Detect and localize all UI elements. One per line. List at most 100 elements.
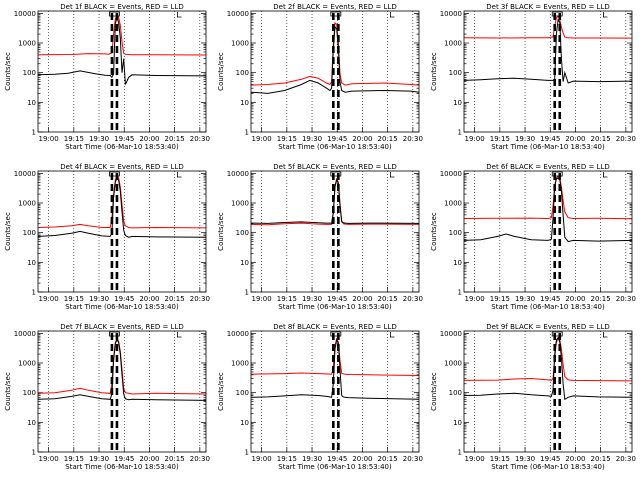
x-tick-label: 20:00 (139, 135, 159, 143)
x-axis-label: Start Time (06-Mar-10 18:53:40) (491, 463, 605, 471)
x-tick-label: 19:45 (327, 135, 347, 143)
y-axis-label: Counts/sec (217, 52, 225, 91)
x-tick-label: 19:45 (114, 455, 134, 463)
y-tick-label: 100 (236, 229, 249, 237)
y-tick-label: 100 (236, 69, 249, 77)
x-axis-label: Start Time (06-Mar-10 18:53:40) (65, 143, 179, 151)
marker-glyph (330, 331, 342, 337)
x-tick-label: 19:15 (64, 135, 84, 143)
x-tick-label: 20:15 (591, 455, 611, 463)
y-tick-label: 10000 (14, 330, 36, 338)
x-tick-label: 19:45 (114, 295, 134, 303)
series-line-1 (37, 14, 207, 56)
x-tick-label: 20:15 (591, 135, 611, 143)
panel-8: Det 8f BLACK = Events, RED = LLD 1 10 100 10… (217, 323, 423, 471)
y-tick-label: 1 (32, 129, 36, 137)
y-axis-label: Counts/sec (4, 372, 12, 411)
x-axis-label: Start Time (06-Mar-10 18:53:40) (278, 463, 392, 471)
x-tick-label: 19:30 (89, 295, 109, 303)
y-axis-label: Counts/sec (4, 52, 12, 91)
plot-frame (37, 170, 207, 293)
panel-title: Det 2f BLACK = Events, RED = LLD (273, 3, 396, 11)
x-tick-label: 19:45 (540, 135, 560, 143)
series-line-1 (463, 336, 633, 382)
x-axis-label: Start Time (06-Mar-10 18:53:40) (491, 143, 605, 151)
panel-title: Det 1f BLACK = Events, RED = LLD (60, 3, 183, 11)
x-tick-label: 20:30 (403, 295, 423, 303)
x-axis-label: Start Time (06-Mar-10 18:53:40) (491, 303, 605, 311)
y-tick-label: 10 (453, 99, 462, 107)
panel-title: Det 7f BLACK = Events, RED = LLD (60, 323, 183, 331)
panel-4: Det 4f BLACK = Events, RED = LLD 1 10 100 10… (4, 163, 210, 311)
y-tick-label: 100 (449, 229, 462, 237)
y-axis-label: Counts/sec (430, 52, 438, 91)
x-tick-label: 20:00 (565, 295, 585, 303)
panel-3: Det 3f BLACK = Events, RED = LLD 1 10 100 10… (430, 3, 636, 151)
x-tick-label: 20:30 (616, 295, 636, 303)
x-tick-label: 19:00 (465, 295, 485, 303)
x-tick-label: 19:30 (302, 135, 322, 143)
y-tick-label: 1 (458, 449, 462, 457)
series-line-1 (37, 337, 207, 395)
x-tick-label: 20:15 (378, 455, 398, 463)
x-tick-label: 19:30 (515, 295, 535, 303)
x-tick-label: 19:45 (540, 455, 560, 463)
marker-glyph (109, 331, 120, 337)
y-tick-label: 1000 (231, 40, 249, 48)
x-tick-label: 20:00 (565, 135, 585, 143)
panel-title: Det 4f BLACK = Events, RED = LLD (60, 163, 183, 171)
y-tick-label: 1 (32, 289, 36, 297)
series-line-2 (37, 176, 207, 238)
y-tick-label: 1 (245, 129, 249, 137)
x-tick-label: 20:30 (616, 455, 636, 463)
series-line-2 (463, 18, 633, 84)
x-tick-label: 20:15 (165, 455, 185, 463)
y-tick-label: 10000 (227, 330, 249, 338)
x-tick-label: 20:15 (165, 135, 185, 143)
x-tick-label: 20:30 (190, 295, 210, 303)
marker-glyph (109, 11, 120, 17)
x-tick-label: 19:30 (302, 295, 322, 303)
x-tick-label: 19:15 (64, 295, 84, 303)
y-tick-label: 100 (236, 389, 249, 397)
x-tick-label: 19:00 (465, 135, 485, 143)
series-line-2 (463, 177, 633, 243)
x-tick-label: 19:00 (252, 455, 272, 463)
panel-title: Det 8f BLACK = Events, RED = LLD (273, 323, 396, 331)
y-tick-label: 1 (32, 449, 36, 457)
y-tick-label: 10 (240, 99, 249, 107)
y-tick-label: 10000 (14, 170, 36, 178)
y-tick-label: 1000 (444, 200, 462, 208)
x-tick-label: 19:45 (540, 295, 560, 303)
marker-glyph (390, 172, 395, 178)
x-tick-label: 19:15 (277, 295, 297, 303)
panel-1: Det 1f BLACK = Events, RED = LLD 1 10 100 10… (4, 3, 210, 151)
x-tick-label: 19:15 (277, 135, 297, 143)
marker-glyph (603, 332, 608, 338)
marker-glyph (551, 171, 563, 177)
y-tick-label: 10000 (440, 10, 462, 18)
marker-glyph (390, 332, 395, 338)
series-line-1 (37, 175, 207, 229)
plot-frame (250, 10, 420, 133)
series-line-1 (250, 21, 420, 86)
y-tick-label: 1 (458, 129, 462, 137)
x-tick-label: 19:45 (327, 295, 347, 303)
x-tick-label: 20:30 (403, 135, 423, 143)
x-tick-label: 20:00 (139, 295, 159, 303)
marker-glyph (177, 172, 182, 178)
y-tick-label: 10 (27, 259, 36, 267)
plot-frame (250, 170, 420, 293)
x-tick-label: 19:30 (515, 455, 535, 463)
y-tick-label: 10000 (227, 170, 249, 178)
x-tick-label: 19:30 (515, 135, 535, 143)
y-tick-label: 1000 (18, 40, 36, 48)
x-tick-label: 19:15 (490, 135, 510, 143)
x-tick-label: 20:15 (591, 295, 611, 303)
x-tick-label: 20:00 (565, 455, 585, 463)
x-axis-label: Start Time (06-Mar-10 18:53:40) (65, 303, 179, 311)
x-tick-label: 20:15 (378, 135, 398, 143)
series-line-2 (37, 16, 207, 85)
y-tick-label: 1000 (18, 200, 36, 208)
